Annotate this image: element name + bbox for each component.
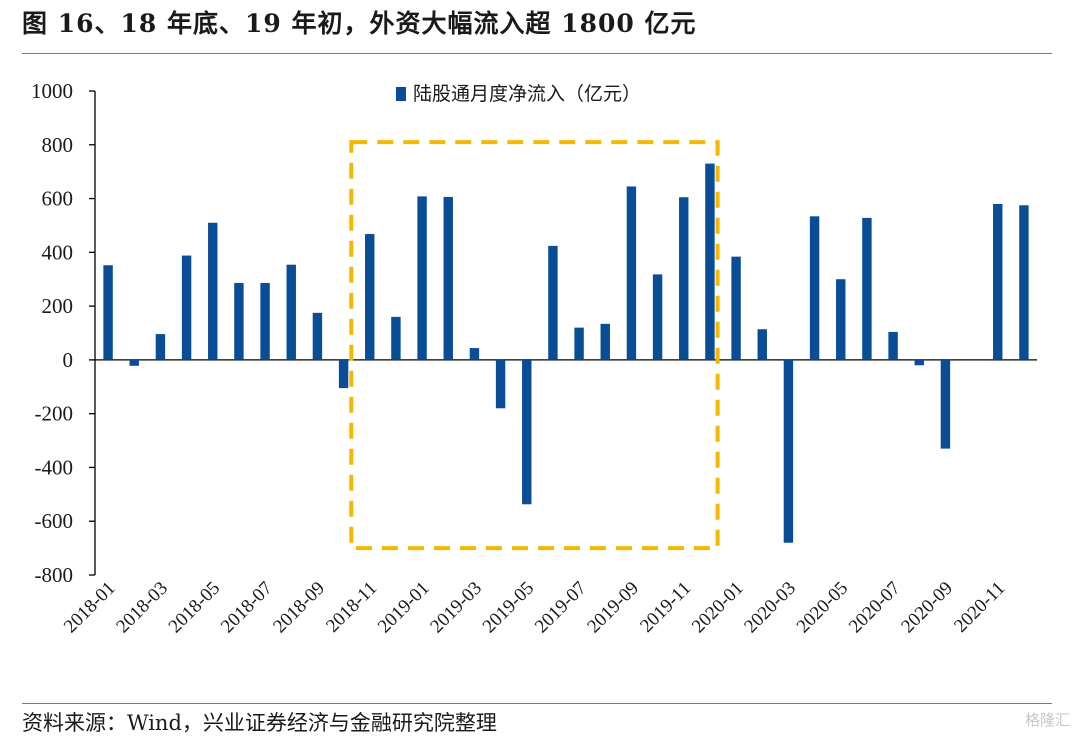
bar-2018-07: [260, 282, 270, 360]
bar-2020-11: [993, 203, 1003, 360]
x-tick-label: 2019-05: [479, 578, 539, 638]
bar-2020-06: [862, 217, 872, 360]
bar-2019-02: [443, 196, 453, 360]
bar-2019-10: [652, 274, 663, 360]
bar-2020-03: [783, 359, 794, 543]
bar-2018-03: [155, 334, 166, 360]
bar-2019-03: [469, 348, 480, 360]
y-tick-label: -800: [35, 563, 74, 587]
x-tick-label: 2018-05: [165, 578, 225, 638]
y-tick-label: -200: [35, 402, 74, 426]
title-divider: [22, 53, 1052, 54]
x-tick-label: 2020-07: [845, 578, 905, 638]
y-tick-label: -400: [35, 455, 74, 479]
bar-2018-10: [338, 359, 349, 389]
x-tick-label: 2019-03: [426, 578, 486, 638]
bar-2019-11: [679, 197, 689, 360]
x-tick-label: 2018-11: [322, 578, 381, 637]
bar-2020-01: [731, 256, 741, 360]
source-divider: [22, 703, 1052, 704]
y-tick-label: 400: [42, 240, 74, 264]
bar-2019-06: [548, 245, 558, 360]
x-tick-label: 2020-11: [950, 578, 1009, 637]
bar-2020-04: [809, 216, 820, 360]
bar-2019-09: [626, 186, 637, 360]
bar-2019-08: [600, 323, 610, 360]
x-tick-label: 2019-11: [636, 578, 695, 637]
bar-2018-02: [129, 359, 139, 366]
y-tick-label: 0: [63, 348, 74, 372]
bar-2018-04: [181, 255, 192, 360]
bar-2018-12: [391, 316, 401, 360]
y-tick-label: 1000: [31, 79, 73, 103]
legend-swatch: [396, 87, 406, 101]
bar-2020-07: [888, 331, 898, 360]
bar-2018-05: [208, 222, 218, 360]
chart-bars: [103, 163, 1029, 543]
bar-2019-07: [574, 327, 584, 360]
bar-2020-08: [914, 359, 924, 366]
bar-2019-12: [705, 163, 715, 360]
x-tick-label: 2020-03: [740, 578, 800, 638]
legend-label: 陆股通月度净流入（亿元）: [413, 83, 641, 105]
bar-2018-11: [365, 234, 375, 360]
bar-2019-04: [495, 359, 506, 409]
bar-2018-06: [234, 282, 244, 360]
y-tick-label: -600: [35, 509, 74, 533]
y-tick-label: 200: [42, 294, 74, 318]
bar-2020-12: [1019, 205, 1029, 360]
bar-2020-09: [940, 359, 951, 449]
x-tick-label: 2020-01: [688, 578, 748, 638]
bar-2018-01: [103, 265, 113, 360]
y-tick-label: 600: [42, 187, 74, 211]
x-tick-label: 2019-01: [374, 578, 434, 638]
bar-2019-05: [522, 359, 532, 505]
chart-legend: 陆股通月度净流入（亿元）: [396, 83, 641, 105]
bar-2020-02: [757, 329, 767, 360]
x-tick-label: 2018-03: [112, 578, 172, 638]
highlight-dashed-box: [349, 140, 720, 551]
bar-2018-09: [312, 312, 323, 360]
x-tick-label: 2019-07: [531, 578, 591, 638]
bar-chart: 10008006004002000-200-400-600-8002018-01…: [31, 79, 1037, 638]
x-tick-label: 2018-09: [269, 578, 329, 638]
y-tick-label: 800: [42, 133, 74, 157]
bar-2018-08: [286, 264, 296, 360]
bar-2020-05: [836, 279, 846, 360]
figure-title: 图 16、18 年底、19 年初，外资大幅流入超 1800 亿元: [22, 9, 697, 38]
x-tick-label: 2020-09: [897, 578, 957, 638]
x-tick-label: 2018-07: [217, 578, 277, 638]
bar-2019-01: [417, 196, 427, 360]
highlight-region: [349, 140, 720, 551]
watermark-logo: 格隆汇: [1024, 711, 1070, 729]
source-note: 资料来源：Wind，兴业证券经济与金融研究院整理: [22, 711, 497, 735]
x-tick-label: 2019-09: [583, 578, 643, 638]
x-tick-label: 2020-05: [793, 578, 853, 638]
